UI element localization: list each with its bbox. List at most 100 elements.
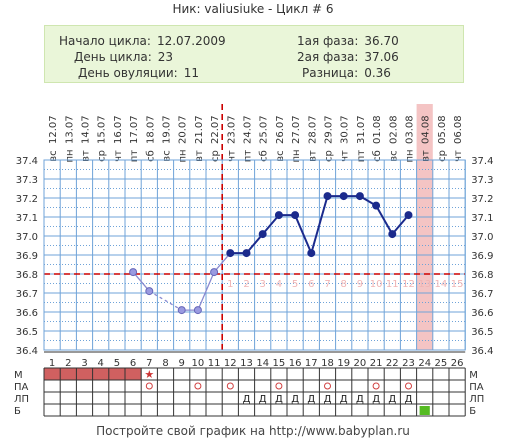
date-label: 17.07 bbox=[129, 115, 140, 144]
y-tick-label-right: 37.4 bbox=[471, 156, 493, 167]
date-label: 06.08 bbox=[453, 115, 464, 144]
date-label: 23.07 bbox=[226, 115, 237, 144]
day-number: 10 bbox=[192, 358, 205, 369]
temperature-point bbox=[274, 211, 283, 220]
date-label: 02.08 bbox=[388, 115, 399, 144]
y-tick-label-left: 36.6 bbox=[16, 308, 38, 319]
y-tick-label-left: 37.2 bbox=[16, 194, 38, 205]
weekday-label: пн bbox=[405, 149, 416, 162]
phase2-row: 2ая фаза: 37.06 bbox=[297, 50, 399, 64]
date-label: 27.07 bbox=[291, 115, 302, 144]
day-number: 15 bbox=[273, 358, 286, 369]
y-tick-label-right: 36.8 bbox=[471, 270, 493, 281]
y-tick-label-right: 36.6 bbox=[471, 308, 493, 319]
page-title: Ник: valiusiuke - Цикл # 6 bbox=[172, 2, 334, 16]
y-tick-label-left: 37.3 bbox=[16, 175, 38, 186]
lp-mark: Д bbox=[307, 394, 315, 405]
ovulation-day-label: День овуляции: bbox=[78, 66, 178, 80]
y-tick-label-right: 37.3 bbox=[471, 175, 493, 186]
date-label: 03.08 bbox=[405, 115, 416, 144]
temperature-line-segment bbox=[148, 290, 183, 311]
weekday-label: вс bbox=[275, 150, 286, 161]
date-label: 12.07 bbox=[48, 115, 59, 144]
weekday-label: сб bbox=[372, 150, 383, 162]
cycle-start-value: 12.07.2009 bbox=[156, 34, 226, 48]
day-number: 26 bbox=[451, 358, 464, 369]
date-label: 15.07 bbox=[97, 115, 108, 144]
day-number: 25 bbox=[435, 358, 448, 369]
ovulation-day-row: День овуляции: 11 bbox=[78, 66, 199, 80]
date-label: 20.07 bbox=[178, 115, 189, 144]
weekday-label: вт bbox=[194, 150, 205, 162]
lp-mark: Д bbox=[340, 394, 348, 405]
post-ovulation-day-number: 15 bbox=[451, 279, 464, 290]
temperature-point bbox=[339, 192, 348, 201]
weekday-label: чт bbox=[340, 150, 351, 162]
date-label: 04.08 bbox=[421, 115, 432, 144]
temperature-point bbox=[145, 287, 154, 296]
lp-mark: Д bbox=[324, 394, 332, 405]
day-number: 23 bbox=[402, 358, 415, 369]
post-ovulation-day-number: 7 bbox=[324, 279, 330, 290]
post-ovulation-day-number: 3 bbox=[260, 279, 266, 290]
table-row-label: ЛП bbox=[14, 394, 29, 405]
temperature-line-segment bbox=[213, 252, 231, 273]
post-ovulation-day-number: 9 bbox=[357, 279, 363, 290]
phase1-label: 1ая фаза: bbox=[297, 34, 359, 48]
weekday-label: чт bbox=[453, 150, 464, 162]
post-ovulation-day-number: 11 bbox=[386, 279, 399, 290]
date-label: 28.07 bbox=[307, 115, 318, 144]
weekday-label: вт bbox=[81, 150, 92, 162]
temperature-point bbox=[372, 201, 381, 210]
table-row-label-right: ПА bbox=[469, 382, 484, 393]
post-ovulation-day-number: 4 bbox=[276, 279, 282, 290]
date-label: 18.07 bbox=[145, 115, 156, 144]
lp-mark: Д bbox=[243, 394, 251, 405]
table-row-label-right: М bbox=[469, 370, 478, 381]
weekday-label: пн bbox=[178, 149, 189, 162]
y-tick-label-right: 36.5 bbox=[471, 327, 493, 338]
y-tick-label-left: 37.4 bbox=[16, 156, 38, 167]
phase1-value: 36.70 bbox=[364, 34, 399, 48]
post-ovulation-day-number: 2 bbox=[243, 279, 249, 290]
weekday-label: вт bbox=[421, 150, 432, 162]
temperature-line-segment bbox=[310, 195, 329, 254]
temperature-point bbox=[404, 211, 413, 220]
post-ovulation-day-number: 8 bbox=[341, 279, 347, 290]
y-tick-label-left: 36.7 bbox=[16, 289, 38, 300]
weekday-label: пт bbox=[356, 150, 367, 163]
footer-link[interactable]: Постройте свой график на http://www.baby… bbox=[96, 424, 410, 438]
lp-mark: Д bbox=[275, 394, 283, 405]
weekday-label: ср bbox=[210, 150, 221, 162]
cycle-start-label: Начало цикла: bbox=[59, 34, 151, 48]
pa-circle-icon bbox=[372, 382, 380, 390]
y-tick-label-left: 36.4 bbox=[16, 346, 38, 357]
post-ovulation-day-number: 1 bbox=[227, 279, 233, 290]
date-label: 05.08 bbox=[437, 115, 448, 144]
post-ovulation-day-number: 14 bbox=[435, 279, 448, 290]
cycle-day-row: День цикла: 23 bbox=[74, 50, 173, 64]
difference-value: 0.36 bbox=[364, 66, 391, 80]
weekday-label: вт bbox=[307, 150, 318, 162]
y-tick-label-left: 36.8 bbox=[16, 270, 38, 281]
temperature-line-segment bbox=[245, 233, 264, 254]
date-label: 31.07 bbox=[356, 115, 367, 144]
temperature-point bbox=[210, 268, 219, 277]
post-ovulation-day-number: 13 bbox=[418, 279, 431, 290]
weekday-label: пт bbox=[129, 150, 140, 163]
cycle-summary-box: Начало цикла: 12.07.2009 День цикла: 23 Де… bbox=[44, 25, 464, 83]
temperature-line-segment bbox=[294, 214, 313, 254]
weekday-label: чт bbox=[113, 150, 124, 162]
phase1-row: 1ая фаза: 36.70 bbox=[297, 34, 399, 48]
temperature-point bbox=[258, 230, 267, 239]
temperature-point bbox=[226, 249, 235, 258]
day-number: 14 bbox=[256, 358, 269, 369]
y-tick-label-right: 36.4 bbox=[471, 346, 493, 357]
day-number: 13 bbox=[240, 358, 253, 369]
temperature-point bbox=[388, 230, 397, 239]
weekday-label: чт bbox=[226, 150, 237, 162]
date-label: 26.07 bbox=[275, 115, 286, 144]
star-icon: ★ bbox=[144, 368, 154, 381]
y-tick-label-right: 37.1 bbox=[471, 213, 493, 224]
